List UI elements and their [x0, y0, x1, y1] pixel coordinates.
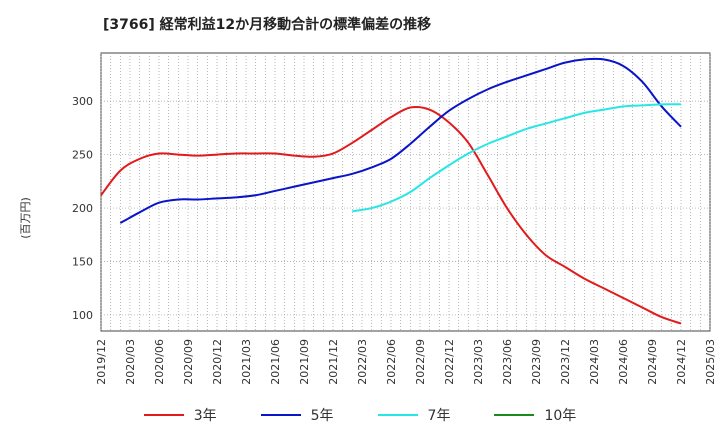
- x-tick-label: 2020/09: [182, 339, 195, 385]
- y-tick-label: 100: [72, 309, 93, 322]
- x-tick-label: 2021/12: [327, 339, 340, 385]
- chart-title: [3766] 経常利益12か月移動合計の標準偏差の推移: [103, 17, 432, 33]
- x-tick-label: 2024/03: [588, 339, 601, 385]
- y-tick-label: 200: [72, 202, 93, 215]
- legend-label: 5年: [310, 408, 334, 424]
- legend-label: 3年: [193, 408, 217, 424]
- x-tick-label: 2022/12: [443, 339, 456, 385]
- x-tick-label: 2024/06: [617, 339, 630, 385]
- plot-frame: [100, 52, 711, 332]
- series-line-3年: [100, 105, 682, 325]
- y-tick-label: 300: [72, 95, 93, 108]
- x-tick-label: 2020/12: [211, 339, 224, 385]
- legend-item: 5年: [260, 405, 334, 425]
- x-tick-label: 2023/03: [472, 339, 485, 385]
- x-tick-label: 2024/12: [675, 339, 688, 385]
- legend-item: 10年: [494, 405, 576, 425]
- x-tick-label: 2022/06: [385, 339, 398, 385]
- legend-swatch: [143, 414, 184, 416]
- x-tick-label: 2023/06: [501, 339, 514, 385]
- x-tick-label: 2020/03: [124, 339, 137, 385]
- legend-item: 3年: [143, 405, 217, 425]
- legend-swatch: [377, 414, 418, 416]
- x-tick-label: 2024/09: [646, 339, 659, 385]
- y-tick-label: 150: [72, 256, 93, 269]
- x-tick-label: 2022/09: [414, 339, 427, 385]
- series-line-7年: [352, 103, 682, 213]
- legend-label: 7年: [427, 408, 451, 424]
- x-tick-label: 2021/03: [240, 339, 253, 385]
- x-tick-label: 2025/03: [704, 339, 717, 385]
- legend-item: 7年: [377, 405, 451, 425]
- x-tick-label: 2019/12: [95, 339, 108, 385]
- legend-swatch: [260, 414, 301, 416]
- x-tick-label: 2023/09: [530, 339, 543, 385]
- legend-label: 10年: [544, 408, 577, 424]
- chart-legend: 3年 5年 7年 10年: [0, 405, 720, 425]
- x-tick-label: 2023/12: [559, 339, 572, 385]
- x-tick-label: 2021/09: [298, 339, 311, 385]
- x-tick-label: 2020/06: [153, 339, 166, 385]
- x-tick-label: 2021/06: [269, 339, 282, 385]
- y-tick-label: 250: [72, 149, 93, 162]
- series-line-5年: [119, 57, 682, 224]
- x-tick-label: 2022/03: [356, 339, 369, 385]
- legend-swatch: [494, 414, 535, 416]
